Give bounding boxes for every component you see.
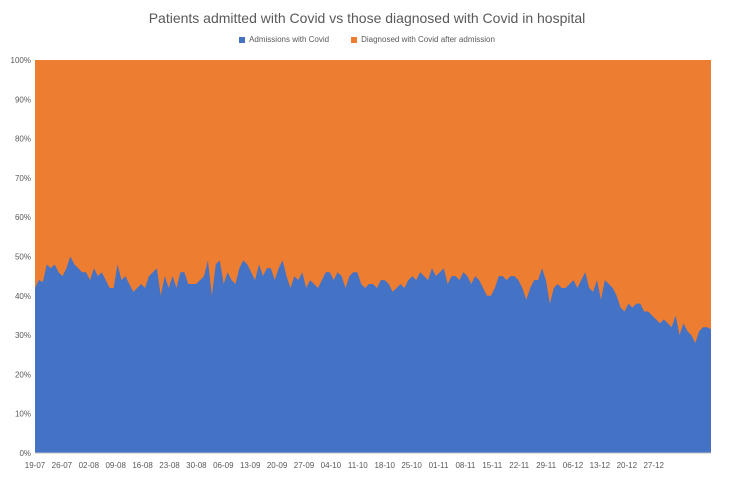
x-tick-label: 18-10 <box>374 461 395 470</box>
legend-item-diagnosed: Diagnosed with Covid after admission <box>351 35 495 44</box>
x-tick-label: 02-08 <box>79 461 100 470</box>
x-tick-label: 20-09 <box>267 461 288 470</box>
x-tick-label: 25-10 <box>401 461 422 470</box>
y-tick-label: 70% <box>15 174 31 183</box>
legend: Admissions with Covid Diagnosed with Cov… <box>0 35 734 44</box>
x-tick-label: 06-12 <box>563 461 584 470</box>
y-tick-label: 90% <box>15 95 31 104</box>
chart-title: Patients admitted with Covid vs those di… <box>148 10 586 26</box>
x-tick-label: 22-11 <box>509 461 529 470</box>
x-tick-label: 27-12 <box>643 461 664 470</box>
y-tick-label: 60% <box>15 213 31 222</box>
x-tick-label: 20-12 <box>617 461 638 470</box>
x-tick-label: 09-08 <box>105 461 126 470</box>
y-tick-label: 100% <box>11 56 31 65</box>
y-tick-label: 0% <box>19 449 31 458</box>
legend-label-diagnosed: Diagnosed with Covid after admission <box>361 35 495 44</box>
y-tick-label: 40% <box>15 292 31 301</box>
y-tick-label: 30% <box>15 331 31 340</box>
x-tick-label: 13-09 <box>240 461 261 470</box>
x-tick-label: 26-07 <box>52 461 73 470</box>
y-tick-label: 20% <box>15 370 31 379</box>
x-tick-label: 04-10 <box>321 461 342 470</box>
x-tick-label: 08-11 <box>455 461 475 470</box>
x-tick-label: 13-12 <box>590 461 611 470</box>
legend-item-admissions: Admissions with Covid <box>239 35 329 44</box>
x-tick-label: 01-11 <box>429 461 449 470</box>
legend-label-admissions: Admissions with Covid <box>249 35 330 44</box>
x-tick-label: 19-07 <box>25 461 46 470</box>
legend-swatch-admissions <box>239 36 246 43</box>
y-tick-label: 50% <box>15 253 31 262</box>
y-tick-label: 80% <box>15 135 31 144</box>
x-tick-label: 29-11 <box>536 461 556 470</box>
y-tick-label: 10% <box>15 410 31 419</box>
x-tick-label: 15-11 <box>482 461 502 470</box>
x-tick-label: 16-08 <box>132 461 153 470</box>
x-tick-label: 11-10 <box>348 461 368 470</box>
x-tick-label: 30-08 <box>186 461 207 470</box>
area-admissions-with-covid <box>35 256 711 453</box>
x-tick-label: 06-09 <box>213 461 234 470</box>
legend-swatch-diagnosed <box>351 36 358 43</box>
x-tick-label: 27-09 <box>294 461 315 470</box>
x-tick-label: 23-08 <box>159 461 180 470</box>
